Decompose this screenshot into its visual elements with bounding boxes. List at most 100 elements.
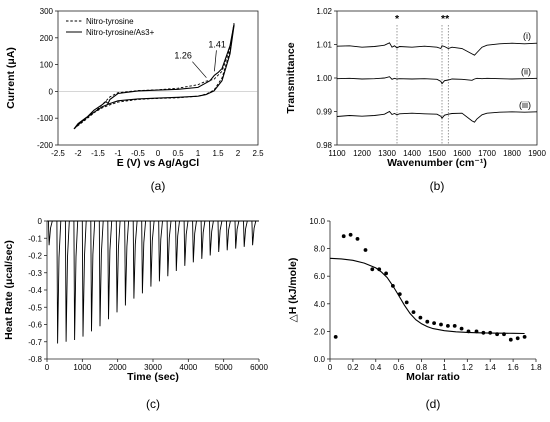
panel-label: (c) [146,397,160,411]
data-point [522,335,527,339]
data-point [466,329,471,334]
x-tick-label: -0.5 [131,149,145,158]
series-label: (iii) [519,100,531,110]
y-tick-label: -0.7 [28,338,42,347]
x-tick-label: 1300 [378,149,396,158]
x-tick-label: 1.2 [462,363,474,372]
injection-peak [166,220,172,277]
y-tick-label: -0.1 [28,234,42,243]
panel-d-binding-isotherm: 0 0.2 0.4 0.6 0.8 1 1.2 1.4 1.6 1.8 0.0 2.0 4.0 6.0 8.… [287,217,542,411]
y-tick-label: 4.0 [314,300,326,309]
x-tick-label: 0.2 [347,363,359,372]
injection-peak [209,220,214,256]
x-tick-label: 2.5 [252,149,264,158]
injection-peak [158,220,163,282]
x-tick-label: 0.5 [172,149,184,158]
data-point [425,319,430,324]
data-point [459,326,464,331]
x-tick-label: 1 [442,363,447,372]
data-point [363,248,368,252]
injection-peak [192,220,197,263]
data-point [384,271,388,276]
y-tick-label: -100 [37,114,54,123]
x-tick-label: 1200 [353,149,371,158]
data-point [432,321,436,325]
panel-c-itc-thermogram: 0 1000 2000 3000 4000 5000 6000 0 -0.1 -0.2 -0.3 -0… [3,217,268,411]
y-tick-label: 300 [40,7,54,16]
injection-peak [149,220,155,287]
x-tick-label: 1000 [73,363,91,372]
plot-area-frame [57,10,259,146]
injection-peak [56,220,62,344]
x-tick-label: 1600 [453,149,471,158]
legend-label: Nitro-tyrosine [86,17,134,26]
y-axis-label: Transmittance [285,42,297,113]
data-point [488,330,493,335]
injection-peak [98,220,104,327]
x-tick-label: 1500 [428,149,446,158]
y-axis-label: Heat Rate (μcal/sec) [3,240,15,340]
spectrum-line [336,76,538,85]
data-point [495,332,499,337]
injection-peak [107,220,113,320]
injection-peak [47,220,53,246]
data-point [370,267,375,272]
legend-label: Nitro-tyrosine/As3+ [86,28,155,37]
band-marker-label: ** [441,13,450,25]
spectrum-line [336,110,538,123]
x-tick-label: 6000 [250,363,268,372]
x-tick-label: 0 [328,363,333,372]
x-tick-label: 0.4 [370,363,382,372]
x-tick-label: 1800 [503,149,521,158]
plot-area-frame [336,10,538,146]
injection-peak [132,220,138,299]
data-point [508,337,513,342]
injection-peak [64,220,70,342]
injection-peak [226,220,231,251]
data-point [446,324,450,328]
y-tick-label: 0.0 [314,355,326,364]
x-tick-label: 4000 [179,363,197,372]
injection-peak [200,220,206,259]
x-tick-label: -2.5 [51,149,65,158]
x-tick-label: 1400 [403,149,421,158]
cv-series-line [73,23,235,130]
y-tick-label: -0.2 [28,252,42,261]
data-point [333,335,338,339]
annotation-arrow [192,61,207,78]
y-tick-label: -0.8 [28,355,42,364]
x-tick-label: 3000 [144,363,162,372]
data-point [377,267,382,272]
injection-peak [73,220,79,341]
y-tick-label: -0.6 [28,321,42,330]
y-tick-label: 0.99 [316,108,332,117]
y-tick-label: 1.02 [316,7,332,16]
injection-peak [251,220,257,246]
injection-peak [124,220,130,306]
injection-peak [115,220,121,313]
x-axis-label: Time (sec) [127,371,179,383]
x-tick-label: 1 [196,149,201,158]
y-tick-label: -200 [37,141,54,150]
x-tick-label: 0.6 [393,363,405,372]
x-tick-label: 1100 [328,149,346,158]
data-point [439,322,443,327]
data-point [397,292,402,296]
y-tick-label: 200 [40,34,54,43]
y-tick-label: 6.0 [314,272,326,281]
y-tick-label: 8.0 [314,245,326,254]
y-tick-label: 0 [49,87,54,96]
y-tick-label: -0.4 [28,286,42,295]
x-tick-label: 1900 [528,149,546,158]
series-label: (ii) [521,66,531,76]
y-axis-label: Current (μA) [5,47,17,109]
x-tick-label: -1.5 [91,149,105,158]
x-tick-label: 1.5 [212,149,224,158]
data-point [411,310,416,314]
data-point [391,284,395,288]
injection-peak [175,220,180,272]
injection-peak [183,220,189,266]
annotation-arrow [214,50,217,72]
data-point [348,232,353,237]
